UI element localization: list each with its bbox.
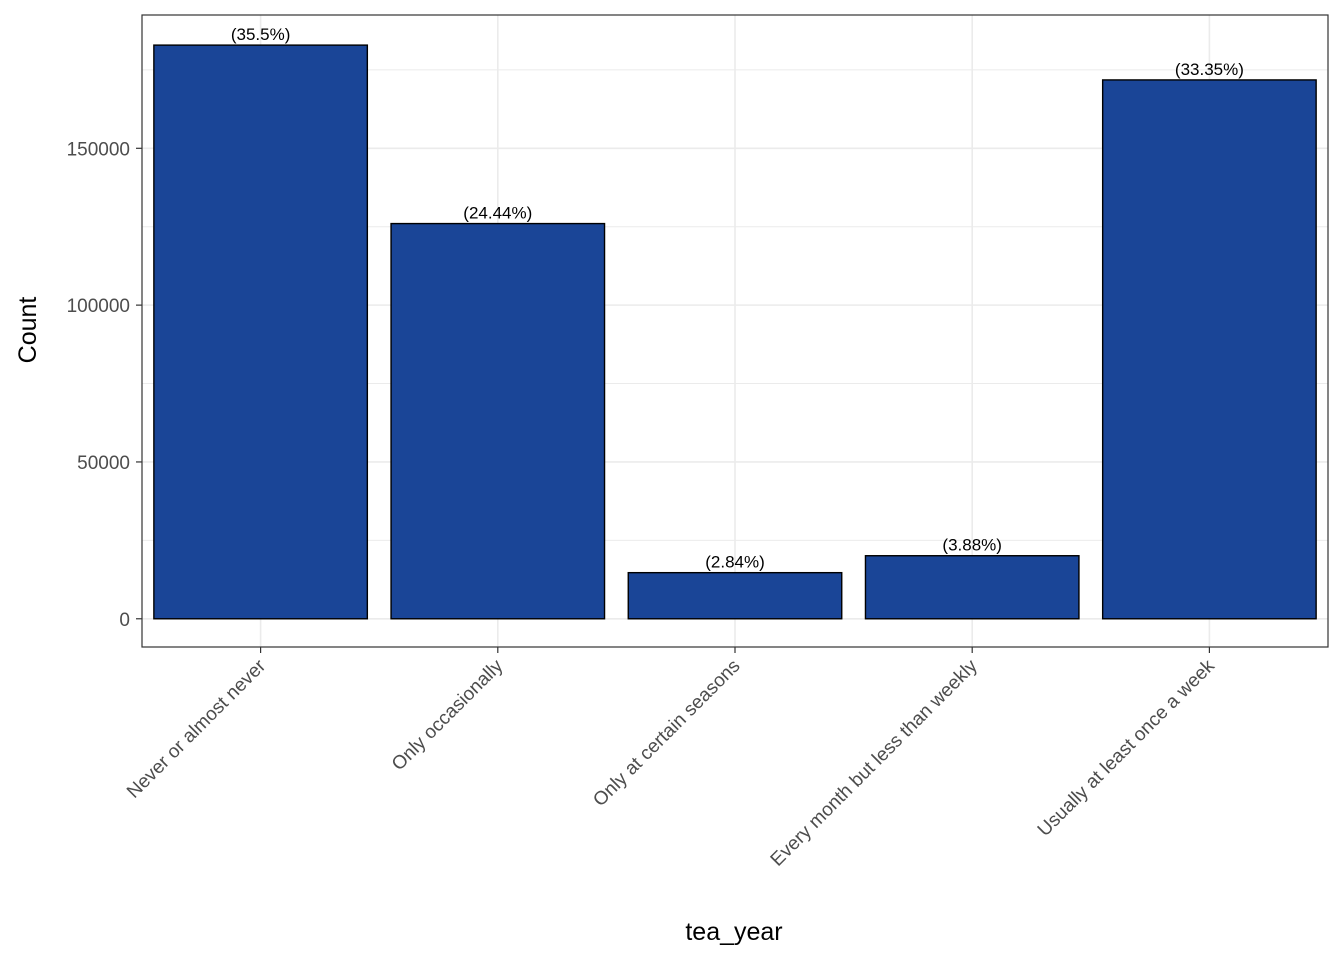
x-axis: Never or almost never Only occasionally On… <box>123 647 1219 871</box>
data-labels: (35.5%) (24.44%) (2.84%) (3.88%) (33.35%) <box>231 25 1244 572</box>
y-axis-title: Count <box>14 297 42 364</box>
x-tick-label: Usually at least once a week <box>1034 655 1219 840</box>
bar <box>1101 79 1317 620</box>
bar <box>153 44 369 620</box>
y-tick-label: 0 <box>119 610 130 631</box>
x-tick-label: Only occasionally <box>388 655 508 775</box>
bar <box>627 571 843 620</box>
bars <box>153 44 1317 620</box>
y-tick-label: 150000 <box>67 139 130 160</box>
y-tick-label: 50000 <box>77 453 130 474</box>
bar-data-label: (3.88%) <box>942 536 1002 555</box>
bar <box>864 555 1080 620</box>
bar <box>390 222 606 620</box>
bar-data-label: (33.35%) <box>1175 60 1244 79</box>
x-tick-label: Every month but less than weekly <box>767 655 982 870</box>
bar-data-label: (35.5%) <box>231 25 291 44</box>
x-axis-title: tea_year <box>685 918 782 946</box>
x-tick-label: Only at certain seasons <box>589 656 744 811</box>
x-tick-label: Never or almost never <box>123 655 270 802</box>
y-axis: 0 50000 100000 150000 <box>67 139 142 631</box>
bar-data-label: (2.84%) <box>705 553 765 572</box>
bar-data-label: (24.44%) <box>463 204 532 223</box>
y-tick-label: 100000 <box>67 296 130 317</box>
